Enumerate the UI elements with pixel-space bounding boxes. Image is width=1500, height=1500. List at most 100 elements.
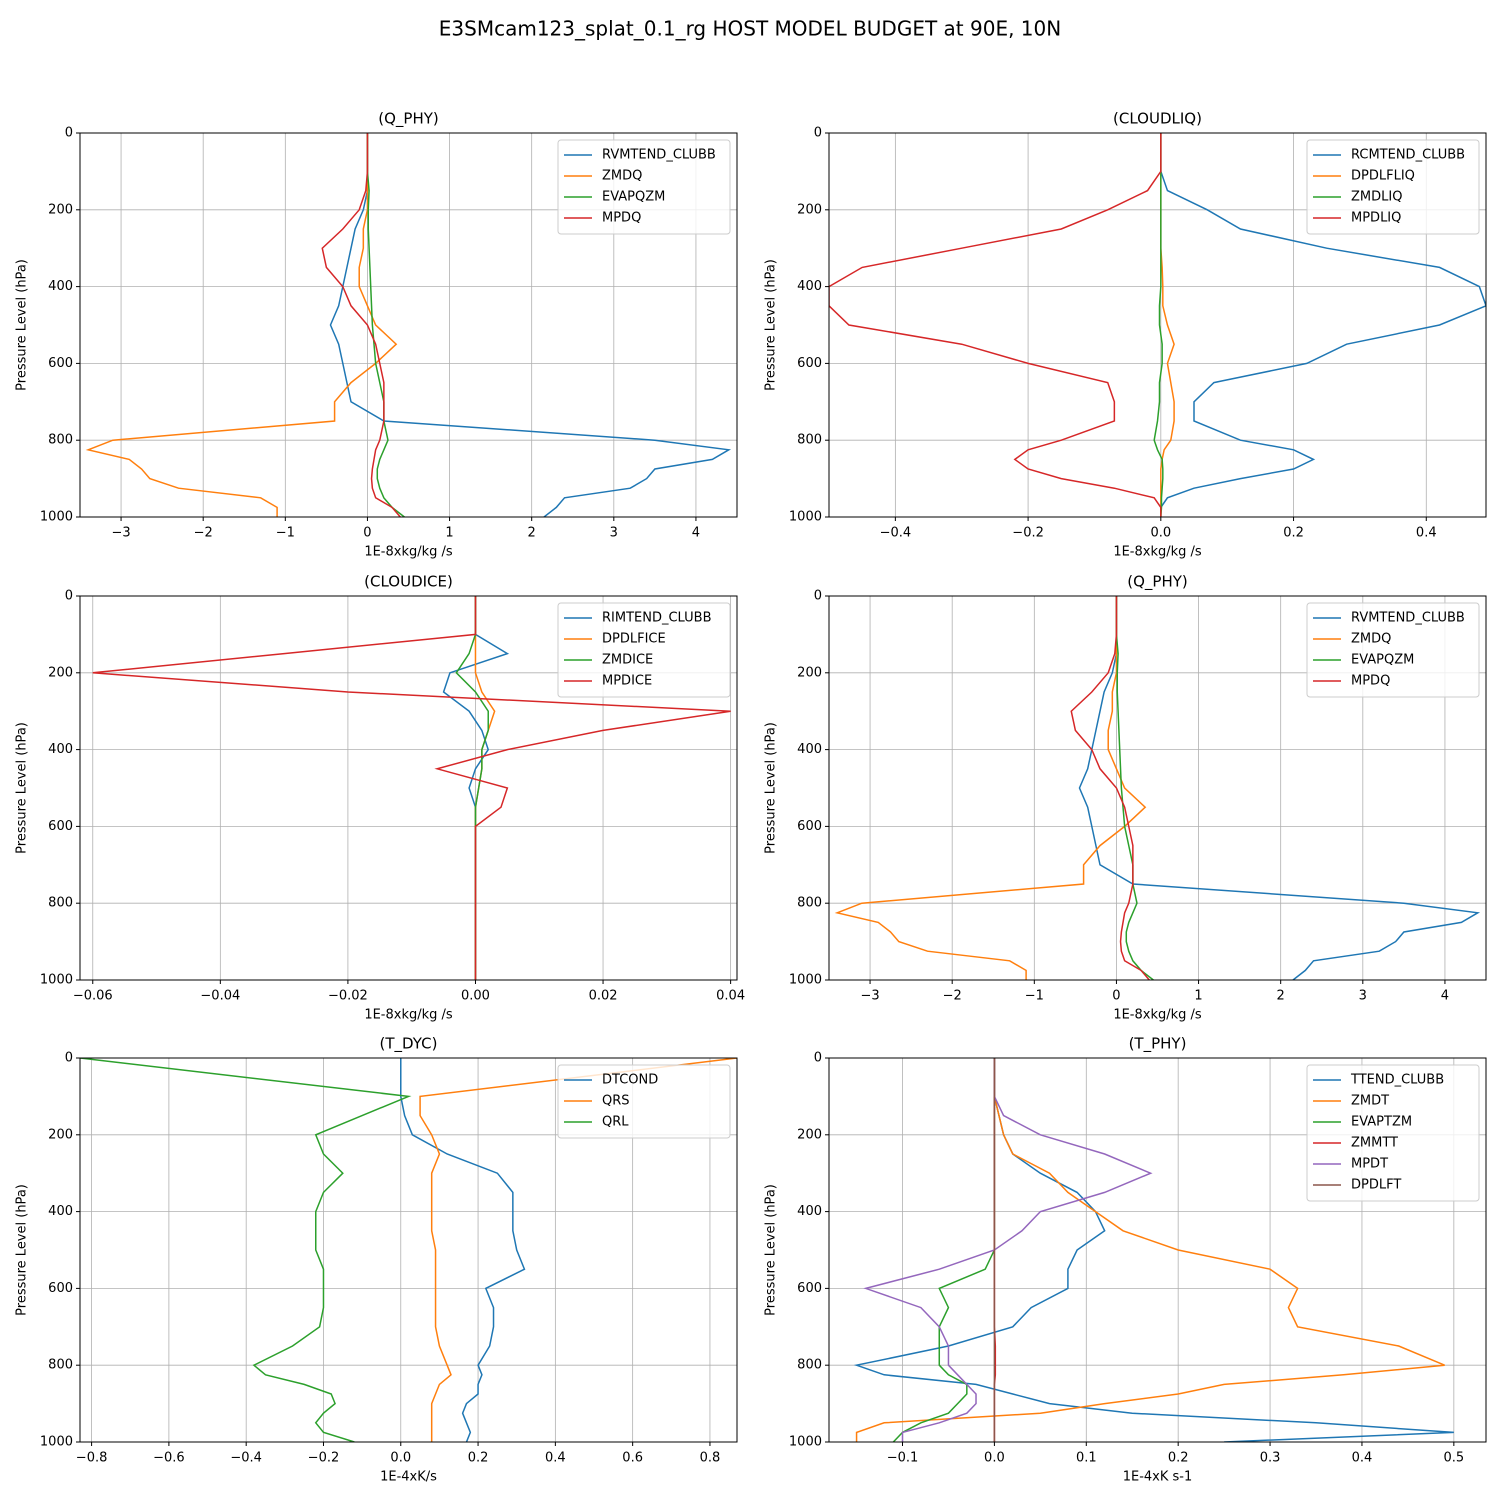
x-tick-label: 1	[1194, 989, 1202, 1004]
y-tick-label: 200	[48, 665, 73, 680]
y-tick-label: 200	[797, 1127, 822, 1142]
legend-label: ZMMTT	[1351, 1136, 1398, 1151]
plot-frame	[79, 132, 738, 518]
legend-label: MPDQ	[1351, 674, 1390, 689]
y-tick-label: 800	[48, 433, 73, 448]
y-axis-label: Pressure Level (hPa)	[15, 1184, 30, 1316]
x-tick-label: 3	[1359, 989, 1367, 1004]
y-axis-label: Pressure Level (hPa)	[15, 722, 30, 854]
y-tick-label: 1000	[40, 510, 73, 525]
x-tick-label: 0.6	[622, 1451, 643, 1466]
data-line	[834, 596, 1147, 980]
x-tick-label: −0.06	[73, 989, 113, 1004]
y-axis-label: Pressure Level (hPa)	[764, 259, 779, 391]
figure-title: E3SMcam123_splat_0.1_rg HOST MODEL BUDGE…	[439, 17, 1061, 41]
y-tick-label: 600	[797, 819, 822, 834]
y-tick-label: 200	[48, 202, 73, 217]
x-tick-label: 0.4	[1416, 526, 1437, 541]
data-line	[321, 133, 401, 517]
x-tick-label: 1	[445, 526, 453, 541]
data-line	[419, 1058, 737, 1442]
x-tick-label: 0.4	[1352, 1451, 1373, 1466]
legend-label: MPDQ	[602, 211, 641, 226]
x-tick-label: 0.3	[1260, 1451, 1281, 1466]
x-axis-label: 1E-8xkg/kg /s	[364, 545, 453, 560]
x-tick-label: −1	[276, 526, 295, 541]
y-tick-label: 0	[814, 1051, 822, 1066]
y-tick-label: 1000	[789, 510, 822, 525]
x-tick-label: 0.00	[461, 989, 490, 1004]
x-tick-label: −2	[943, 989, 962, 1004]
x-axis-label: 1E-4xK s-1	[1123, 1470, 1193, 1485]
data-line	[855, 1058, 1445, 1442]
y-tick-label: 400	[797, 742, 822, 757]
y-axis-label: Pressure Level (hPa)	[764, 722, 779, 854]
y-tick-label: 1000	[789, 973, 822, 988]
y-tick-label: 800	[797, 433, 822, 448]
data-line	[1160, 133, 1486, 517]
legend-box	[557, 139, 731, 235]
y-tick-label: 800	[797, 1358, 822, 1373]
y-tick-label: 600	[797, 1281, 822, 1296]
data-line	[863, 1058, 1153, 1442]
legend-label: QRL	[602, 1115, 629, 1130]
subplot-title: (T_PHY)	[1129, 1035, 1187, 1054]
x-tick-label: −0.04	[200, 989, 240, 1004]
data-line	[829, 133, 1162, 517]
x-tick-label: −3	[111, 526, 130, 541]
data-line	[85, 133, 398, 517]
x-tick-label: −0.8	[76, 1451, 108, 1466]
y-tick-label: 600	[48, 819, 73, 834]
legend-label: QRS	[602, 1094, 630, 1109]
y-tick-label: 400	[797, 1204, 822, 1219]
y-tick-label: 0	[65, 589, 73, 604]
y-tick-label: 400	[797, 279, 822, 294]
plot-frame	[79, 1057, 738, 1443]
x-tick-label: 2	[528, 526, 536, 541]
y-tick-label: 1000	[789, 1435, 822, 1450]
legend-label: ZMDT	[1351, 1094, 1389, 1109]
legend-label: RVMTEND_CLUBB	[602, 148, 716, 163]
plot-frame	[79, 595, 738, 981]
subplot-title: (Q_PHY)	[1127, 573, 1188, 592]
y-tick-label: 400	[48, 742, 73, 757]
x-tick-label: 0.0	[390, 1451, 411, 1466]
x-axis-label: 1E-4xK/s	[380, 1470, 437, 1485]
legend-label: MPDICE	[602, 674, 652, 689]
data-line	[400, 1058, 526, 1442]
data-line	[1070, 596, 1150, 980]
subplot-title: (Q_PHY)	[378, 110, 439, 129]
x-tick-label: 0.0	[984, 1451, 1005, 1466]
legend-label: DPDLFLIQ	[1351, 169, 1415, 184]
x-tick-label: 2	[1277, 989, 1285, 1004]
data-line	[1115, 596, 1154, 980]
x-tick-label: −2	[194, 526, 213, 541]
x-axis-label: 1E-8xkg/kg /s	[1113, 545, 1202, 560]
x-tick-label: 0.5	[1443, 1451, 1464, 1466]
data-line	[1078, 596, 1481, 980]
legend-label: RIMTEND_CLUBB	[602, 611, 712, 626]
legend-box	[1306, 602, 1480, 698]
data-line	[80, 1058, 412, 1442]
x-tick-label: −0.1	[887, 1451, 919, 1466]
plot-frame	[828, 595, 1487, 981]
x-tick-label: 0.8	[700, 1451, 721, 1466]
legend-label: ZMDQ	[1351, 632, 1391, 647]
x-tick-label: −0.2	[1012, 526, 1044, 541]
x-tick-label: 3	[610, 526, 618, 541]
legend-label: MPDLIQ	[1351, 211, 1401, 226]
x-axis-label: 1E-8xkg/kg /s	[364, 1008, 453, 1023]
y-tick-label: 400	[48, 1204, 73, 1219]
x-tick-label: −0.4	[230, 1451, 262, 1466]
y-tick-label: 600	[797, 356, 822, 371]
x-tick-label: −3	[860, 989, 879, 1004]
y-tick-label: 200	[797, 665, 822, 680]
x-tick-label: −0.2	[308, 1451, 340, 1466]
y-tick-label: 0	[814, 589, 822, 604]
subplot-title: (T_DYC)	[380, 1035, 438, 1054]
x-tick-label: 0.04	[716, 989, 745, 1004]
x-tick-label: −1	[1025, 989, 1044, 1004]
legend-label: DTCOND	[602, 1073, 658, 1088]
